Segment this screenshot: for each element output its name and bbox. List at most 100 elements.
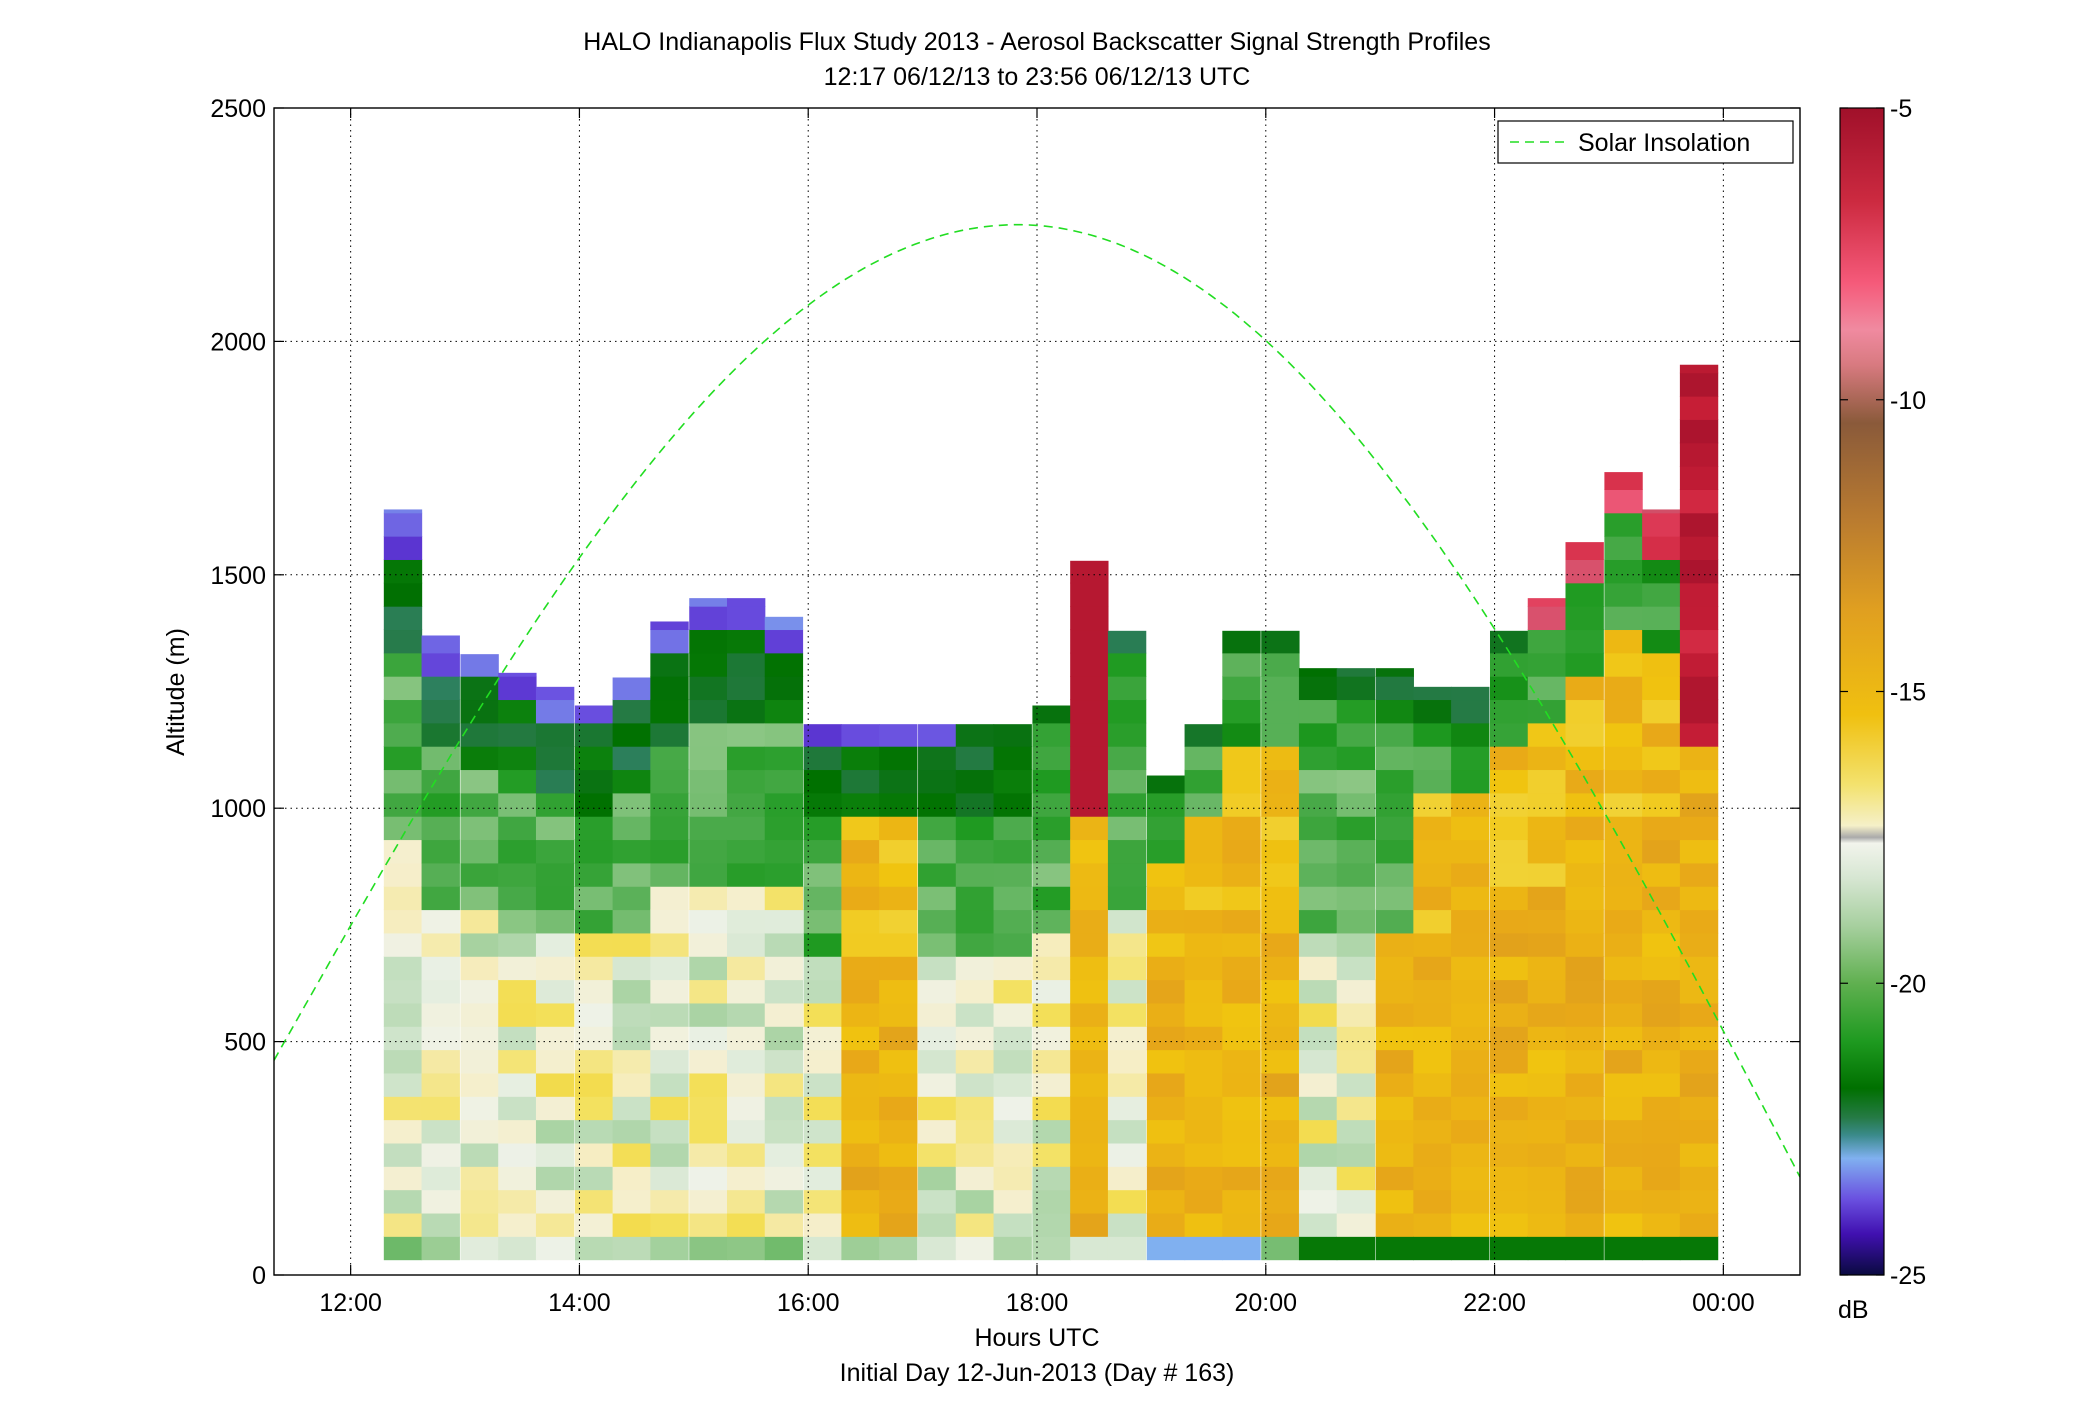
heatmap-cell (1413, 1119, 1452, 1144)
heatmap-cell (1146, 1142, 1186, 1167)
heatmap-cell (1565, 1072, 1604, 1097)
heatmap-cell (1489, 792, 1529, 817)
heatmap-cell (1261, 1096, 1300, 1121)
heatmap-cell (1489, 1026, 1529, 1051)
heatmap-cell (1070, 1142, 1109, 1167)
heatmap-cell (1642, 956, 1681, 981)
heatmap-cell (1261, 979, 1300, 1004)
heatmap-cell (460, 979, 499, 1004)
heatmap-cell (1413, 1236, 1452, 1261)
heatmap-cell (1565, 1142, 1604, 1167)
heatmap-cell (841, 792, 880, 817)
heatmap-cell (1261, 1026, 1300, 1051)
heatmap-cell (1336, 886, 1376, 911)
heatmap-cell (841, 1236, 880, 1261)
x-tick-label: 16:00 (777, 1289, 840, 1317)
heatmap-cell (1679, 652, 1719, 677)
heatmap-cell (1413, 886, 1452, 911)
heatmap-cell (1642, 699, 1681, 724)
heatmap-cell (460, 699, 499, 724)
heatmap-cell (612, 1166, 651, 1191)
heatmap-cell (1222, 862, 1261, 887)
heatmap-cell (1604, 1049, 1643, 1074)
heatmap-cell (498, 792, 537, 817)
colorbar-tick-label: -15 (1890, 679, 1926, 707)
heatmap-cell (1184, 1189, 1223, 1214)
heatmap-cell (764, 1096, 804, 1121)
heatmap-cell (1107, 886, 1147, 911)
heatmap-cell (1604, 769, 1643, 794)
heatmap-cell (918, 1026, 957, 1051)
heatmap-cell (993, 909, 1032, 934)
heatmap-cell (650, 1189, 689, 1214)
heatmap-cell (1679, 1236, 1719, 1261)
heatmap-cell (535, 699, 575, 724)
heatmap-cell (1222, 816, 1261, 841)
heatmap-cell (803, 1096, 842, 1121)
heatmap-cell (1642, 1096, 1681, 1121)
heatmap-cell (1679, 1212, 1719, 1237)
heatmap-cell (803, 1002, 842, 1027)
heatmap-cell (1679, 932, 1719, 957)
heatmap-cell (764, 1236, 804, 1261)
heatmap-cell (421, 1049, 460, 1074)
heatmap-cell (1032, 816, 1071, 841)
heatmap-cell (1261, 1166, 1300, 1191)
heatmap-cell (1032, 746, 1071, 771)
heatmap-cell (1070, 1072, 1109, 1097)
heatmap-cell (498, 956, 537, 981)
heatmap-cell (650, 792, 689, 817)
heatmap-cell (383, 816, 423, 841)
heatmap-cell (612, 1119, 651, 1144)
chart-subtitle: 12:17 06/12/13 to 23:56 06/12/13 UTC (824, 63, 1251, 91)
heatmap-cell (1489, 769, 1529, 794)
heatmap-cell (383, 792, 423, 817)
heatmap-cell (421, 956, 460, 981)
heatmap-cell (1261, 839, 1300, 864)
heatmap-cell (460, 654, 499, 677)
heatmap-cell (1336, 979, 1376, 1004)
heatmap-cell (726, 1166, 766, 1191)
heatmap-cell (650, 699, 689, 724)
heatmap-cell (1298, 1049, 1338, 1074)
heatmap-cell (993, 1072, 1032, 1097)
heatmap-cell (1261, 1142, 1300, 1167)
heatmap-cell (689, 956, 728, 981)
heatmap-cell (1107, 1166, 1147, 1191)
heatmap-cell (918, 1002, 957, 1027)
heatmap-cell (918, 1212, 957, 1237)
heatmap-cell (1642, 792, 1681, 817)
heatmap-cell (574, 909, 614, 934)
heatmap-cell (1489, 699, 1529, 724)
heatmap-cell (955, 862, 995, 887)
heatmap-cell (1032, 956, 1071, 981)
heatmap-cell (1375, 1049, 1414, 1074)
heatmap-cell (1565, 932, 1604, 957)
heatmap-cell (918, 1072, 957, 1097)
heatmap-cell (460, 1142, 499, 1167)
heatmap-cell (993, 1002, 1032, 1027)
heatmap-cell (1604, 512, 1643, 537)
heatmap-cell (1642, 559, 1681, 584)
heatmap-cell (955, 1119, 995, 1144)
heatmap-cell (1261, 909, 1300, 934)
heatmap-cell (764, 886, 804, 911)
heatmap-cell (1489, 1189, 1529, 1214)
heatmap-cell (918, 1096, 957, 1121)
heatmap-cell (498, 722, 537, 747)
heatmap-cell (1565, 582, 1604, 607)
heatmap-cell (803, 932, 842, 957)
heatmap-cell (535, 839, 575, 864)
heatmap-cell (1489, 1236, 1529, 1261)
heatmap-cell (1527, 932, 1567, 957)
heatmap-cell (1298, 816, 1338, 841)
heatmap-cell (841, 769, 880, 794)
heatmap-cell (1604, 1026, 1643, 1051)
heatmap-cell (1527, 956, 1567, 981)
heatmap-cell (1489, 1212, 1529, 1237)
heatmap-cell (612, 722, 651, 747)
heatmap-cell (650, 1142, 689, 1167)
heatmap-cell (879, 1002, 918, 1027)
heatmap-cell (1184, 1096, 1223, 1121)
